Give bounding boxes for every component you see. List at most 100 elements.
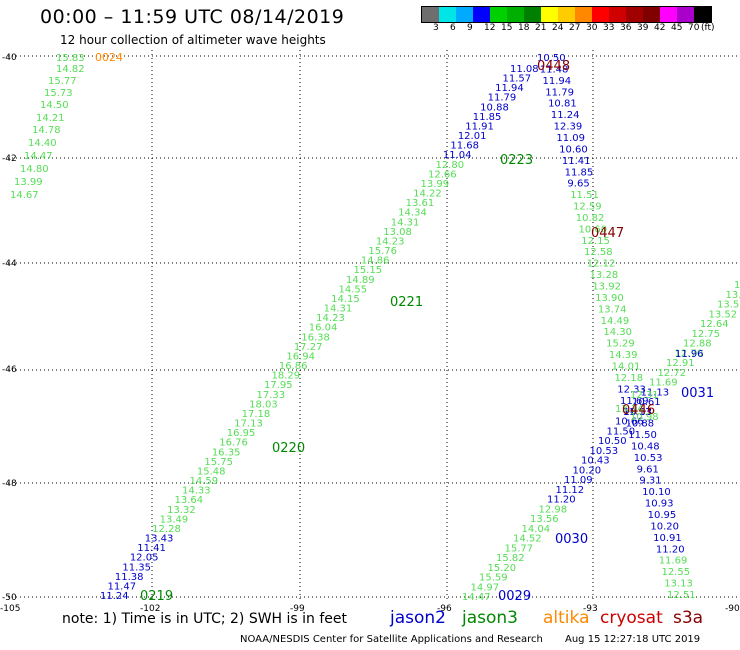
- swh-value: 14.82: [56, 64, 85, 75]
- color-scale-label: 42: [654, 23, 666, 33]
- color-scale-label: 9: [467, 23, 473, 33]
- track-id: 0219: [140, 589, 173, 604]
- swh-value: 13.90: [595, 293, 624, 304]
- swh-value: 10.20: [650, 521, 679, 532]
- swh-value: 14.01: [612, 361, 641, 372]
- swh-value: 13.64: [175, 495, 204, 506]
- swh-value: 11.08: [510, 64, 539, 75]
- lon-label: -99: [290, 604, 305, 614]
- swh-value: 12.28: [152, 524, 181, 535]
- swh-value: 11.20: [547, 495, 576, 506]
- track-id: 0448: [537, 59, 570, 74]
- color-swatch: [439, 7, 456, 22]
- swh-value: 11.85: [473, 112, 502, 123]
- swh-value: 12.59: [573, 202, 602, 213]
- swh-value: 12.88: [683, 339, 712, 350]
- swh-value: 13.56: [530, 514, 559, 525]
- legend-s3a: s3a: [673, 608, 704, 628]
- swh-value: 12.58: [584, 247, 613, 258]
- track-id: 0029: [498, 589, 531, 604]
- swh-value: 15.73: [44, 88, 73, 99]
- swh-value: 15.83: [56, 53, 85, 64]
- swh-value: 17.95: [264, 380, 293, 391]
- swh-value: 10.91: [653, 533, 682, 544]
- swh-value: 16.76: [219, 438, 248, 449]
- swh-value: 11.12: [556, 485, 585, 496]
- swh-value: 11.68: [450, 141, 479, 152]
- swh-value: 11.69: [620, 396, 649, 407]
- swh-value: 12.51: [667, 590, 696, 601]
- swh-value: 13.52: [709, 309, 738, 320]
- swh-value: 14.34: [398, 208, 427, 219]
- swh-value: 14.33: [182, 486, 211, 497]
- color-scale-label: 24: [552, 23, 564, 33]
- color-swatch: [575, 7, 592, 22]
- color-scale-label: 27: [569, 23, 581, 33]
- swh-value: 13: [734, 280, 740, 291]
- color-swatch: [490, 7, 507, 22]
- swh-value: 12.66: [428, 169, 457, 180]
- color-scale-label: 21: [535, 23, 547, 33]
- swh-value: 12.72: [658, 368, 687, 379]
- swh-value: 14.31: [324, 304, 353, 315]
- swh-value: 12.55: [661, 567, 690, 578]
- footer-credit: NOAA/NESDIS Center for Satellite Applica…: [240, 634, 543, 645]
- color-swatch: [660, 7, 677, 22]
- legend-cryosat: cryosat: [600, 608, 663, 628]
- swh-value: 11.50: [628, 430, 657, 441]
- swh-value: 12.70: [675, 348, 704, 359]
- color-scale-label: 30: [586, 23, 598, 33]
- swh-value: 14.31: [391, 217, 420, 228]
- swh-value: 11.20: [656, 544, 685, 555]
- color-swatch: [677, 7, 694, 22]
- swh-value: 11.69: [649, 378, 678, 389]
- swh-value: 11.13: [623, 407, 652, 418]
- swh-value: 10.81: [548, 99, 577, 110]
- swh-value: 15.15: [353, 265, 382, 276]
- swh-value: 12.18: [614, 373, 643, 384]
- swh-value: 9.65: [567, 179, 589, 190]
- lon-label: -102: [140, 604, 160, 614]
- lon-label: -105: [0, 604, 20, 614]
- swh-value: 15.59: [479, 573, 508, 584]
- swh-value: 18.03: [249, 399, 278, 410]
- swh-value: 16.04: [309, 323, 338, 334]
- swh-value: 12.75: [692, 329, 721, 340]
- color-scale-bar: [421, 6, 712, 23]
- swh-value: 14.04: [522, 524, 551, 535]
- swh-value: 11.51: [570, 190, 599, 201]
- lat-label: -50: [2, 593, 17, 603]
- swh-value: 16.35: [212, 447, 241, 458]
- track-id: 0447: [591, 226, 624, 241]
- color-swatch: [473, 7, 490, 22]
- swh-value: 13.74: [598, 304, 627, 315]
- swh-value: 14.89: [346, 275, 375, 286]
- lat-label: -42: [2, 154, 17, 164]
- swh-value: 10.88: [480, 102, 509, 113]
- lat-label: -48: [2, 479, 17, 489]
- swh-value: 14.23: [316, 313, 345, 324]
- swh-value: 10.48: [631, 441, 660, 452]
- swh-value: 16.38: [301, 332, 330, 343]
- swh-value: 11.38: [115, 572, 144, 583]
- footer-timestamp: Aug 15 12:27:18 UTC 2019: [565, 634, 701, 645]
- swh-value: 12.39: [554, 122, 583, 133]
- color-swatch: [626, 7, 643, 22]
- swh-value: 11.13: [641, 387, 670, 398]
- color-swatch: [558, 7, 575, 22]
- swh-value: 11.09: [556, 133, 585, 144]
- swh-value: 14.21: [36, 113, 65, 124]
- track-id: 0446: [622, 403, 655, 418]
- swh-value: 14.47: [24, 151, 53, 162]
- swh-value: 11.50: [607, 426, 636, 437]
- swh-value: 14.80: [20, 164, 49, 175]
- swh-value: 15.20: [488, 563, 517, 574]
- lon-label: -96: [437, 604, 452, 614]
- swh-value: 11.79: [488, 93, 517, 104]
- color-scale-label: 12: [484, 23, 496, 33]
- swh-value: 10.61: [632, 397, 661, 408]
- swh-value: 12.12: [587, 259, 616, 270]
- swh-value: 13.28: [590, 270, 619, 281]
- swh-value: 14.50: [40, 100, 69, 111]
- color-scale-label: 18: [518, 23, 530, 33]
